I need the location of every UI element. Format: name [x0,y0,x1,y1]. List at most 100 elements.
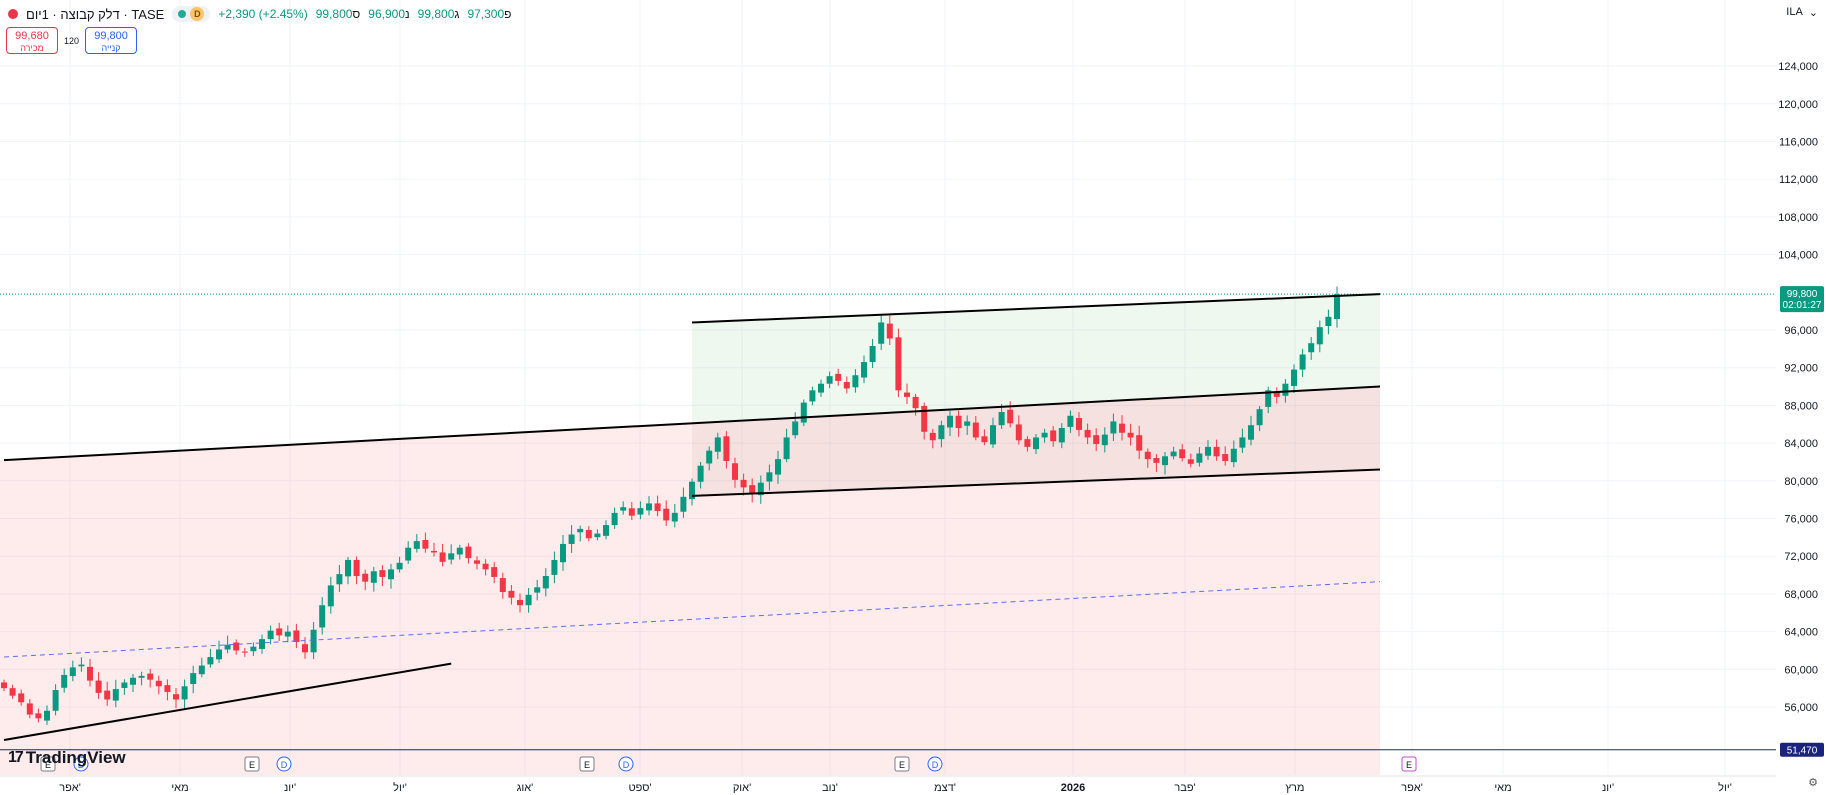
candle-body [388,569,394,580]
dividend-event-icon[interactable] [618,756,634,772]
price-tick-label: 104,000 [1778,250,1818,262]
earnings-event-icon[interactable] [40,756,56,772]
candle-body [164,685,171,692]
candle-body [241,651,248,653]
price-tick-label: 92,000 [1784,363,1818,375]
time-tick-label: מאי [171,782,188,794]
candle-body [723,436,730,462]
candle-body [886,323,893,339]
symbol-title[interactable]: דלק קבוצה · 1יום · TASE [26,6,165,22]
candle-body [293,630,300,642]
candle-body [1067,415,1074,427]
candle-body [1033,437,1039,450]
event-letter: D [623,760,630,770]
time-tick-label: יול' [393,781,407,794]
price-tick-label: 96,000 [1784,325,1818,337]
candle-body [1291,369,1297,386]
high-field: 99,800ג [417,7,460,21]
candle-body [1015,424,1022,441]
candle-body [396,562,403,570]
candle-body [766,472,773,482]
candle-body [1187,459,1194,464]
sell-button[interactable]: 99,680 מכירה [6,27,58,54]
candle-body [1058,428,1065,443]
trend-line[interactable] [691,468,1381,497]
candle-body [499,578,506,593]
time-tick-label: נוב' [822,782,838,794]
earnings-event-icon[interactable] [579,756,595,772]
tradingview-logo[interactable]: 17 TradingView [8,748,126,767]
time-tick-label: מאי [1494,782,1511,794]
candle-body [508,590,515,598]
candle-body [929,432,936,441]
settings-icon[interactable]: ⚙ [1808,777,1818,789]
candle-body [783,437,790,460]
candle-body [517,599,523,606]
candle-body [757,482,764,496]
candle-body [112,689,119,701]
price-axis-bg [1776,0,1826,775]
candle-body [732,463,738,480]
candle-body [1205,446,1211,456]
price-axis[interactable]: 124,000 120,000 116,000 112,000 108,000 104,0… [1776,0,1826,775]
candle-body [1170,451,1177,457]
buy-button[interactable]: 99,800 קנייה [85,27,138,54]
candle-body [628,508,635,516]
trend-lines[interactable] [3,293,1381,741]
event-letter: D [932,760,939,770]
low-field: 96,900נ [368,7,410,21]
candle-body [491,567,498,577]
earnings-event-icon[interactable] [244,756,260,772]
candle-body [1144,451,1151,460]
time-axis[interactable]: אפר' מאי יונ' יול' אוג' ספט' אוק' נוב' דצמ' 2026 פ… [0,775,1776,794]
dividend-event-icon[interactable] [276,756,292,772]
candle-body [413,541,420,549]
candle-body [620,507,627,511]
candle-body [749,485,756,494]
candle-body [87,666,93,681]
candle-body [35,713,42,719]
symbol-legend: דלק קבוצה · 1יום · TASE D +2,390 (+2.45%… [8,6,511,22]
time-tick-label: מרץ [1286,782,1305,794]
price-tick-label: 76,000 [1784,514,1818,526]
candle-body [1248,425,1254,440]
candle-body [78,664,85,667]
candle-body [26,703,33,715]
candle-body [577,528,584,533]
candle-body [826,376,833,384]
candle-body [327,585,334,607]
level-price-tag [1780,742,1824,757]
earnings-event-icon[interactable] [894,756,910,772]
market-status-badge[interactable]: D [172,6,211,22]
price-tick-label: 116,000 [1779,137,1818,149]
dividend-event-icon[interactable] [927,756,943,772]
candle-body [525,594,532,606]
candle-body [663,508,670,521]
earnings-event-icon[interactable] [1401,756,1417,772]
candle-body [1282,383,1289,396]
time-tick-label: דצמ' [934,782,956,794]
trend-line[interactable] [3,385,1381,462]
candle-body [1256,409,1263,426]
candle-body [646,503,652,511]
trend-line[interactable] [3,662,452,741]
trend-line[interactable] [691,293,1381,324]
trend-line[interactable] [3,581,1381,658]
candle-body [319,605,326,628]
price-tick-label: 64,000 [1784,627,1818,639]
candle-body [52,690,59,711]
currency-selector[interactable]: ILA ⌄ [1786,6,1818,19]
dividend-event-icon[interactable] [73,756,89,772]
candle-body [9,688,16,696]
candle-body [233,642,240,651]
candle-body [1162,456,1168,466]
candle-body [482,563,489,570]
candle-body [534,587,541,593]
candle-body [216,649,222,660]
candle-body [835,373,842,381]
candle-body [1308,343,1315,353]
candle-body [95,680,102,693]
candle-body [981,436,988,443]
live-status-icon [178,10,187,18]
